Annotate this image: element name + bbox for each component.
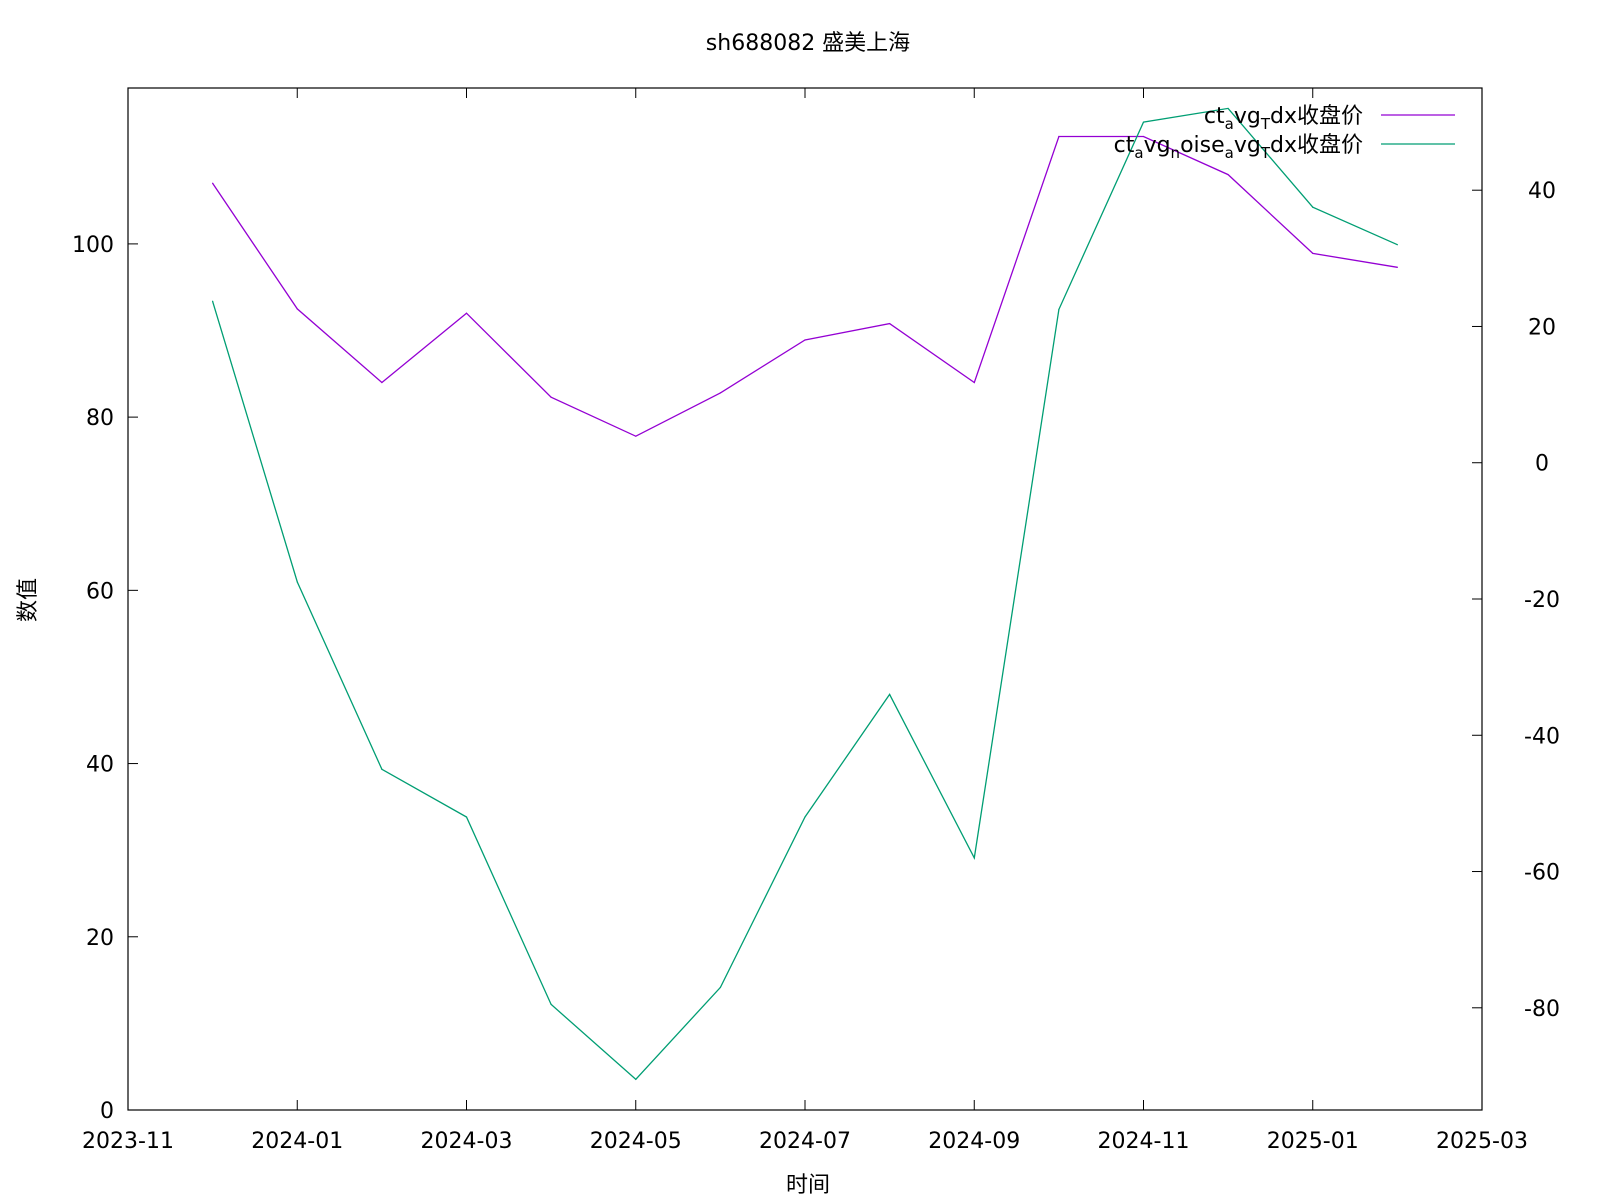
data-point: [635, 435, 637, 437]
legend-label-2: ctavgnoiseavgTdx收盘价: [1114, 133, 1363, 162]
data-point: [889, 693, 891, 695]
x-tick-label: 2024-05: [590, 1129, 682, 1154]
y-tick-label: 40: [86, 753, 114, 778]
data-point: [804, 816, 806, 818]
data-point: [1142, 135, 1145, 138]
y-tick-label: 60: [86, 579, 114, 604]
x-tick-label: 2024-09: [928, 1129, 1020, 1154]
series-line-1: [212, 135, 1398, 437]
y2-tick-label: -80: [1524, 997, 1560, 1022]
x-tick-label: 2024-01: [251, 1129, 343, 1154]
x-tick-label: 2025-03: [1436, 1129, 1528, 1154]
data-point: [1312, 206, 1314, 208]
data-point: [1396, 266, 1398, 268]
series-line-2: [211, 107, 1398, 1081]
data-point: [1142, 121, 1145, 123]
data-point: [973, 381, 975, 384]
y-tick-label: 20: [86, 926, 114, 951]
data-point: [719, 392, 721, 394]
y-axis-label: 数值: [16, 578, 41, 622]
y-tick-label: 80: [86, 406, 114, 431]
y2-tick-label: 20: [1528, 315, 1556, 340]
y2-tick-label: -40: [1524, 724, 1560, 749]
series-lines: [211, 107, 1398, 1081]
x-axis-label: 时间: [786, 1173, 830, 1198]
x-tick-label: 2024-07: [759, 1129, 851, 1154]
data-point: [296, 581, 298, 583]
data-point: [212, 182, 214, 184]
data-point: [889, 322, 891, 325]
data-point: [381, 768, 383, 770]
data-point: [296, 308, 298, 310]
data-point: [973, 857, 975, 859]
data-point: [1058, 308, 1060, 311]
data-point: [1227, 174, 1229, 176]
x-tick-label: 2024-11: [1098, 1129, 1190, 1154]
data-point: [550, 396, 552, 398]
data-point: [719, 986, 721, 988]
x-tick-label: 2023-11: [82, 1129, 174, 1154]
data-point: [381, 381, 383, 384]
legend-label-1: ctavgTdx收盘价: [1204, 104, 1363, 133]
data-point: [212, 300, 214, 302]
data-point: [1227, 107, 1229, 110]
y2-tick-label: 0: [1535, 452, 1549, 477]
data-point: [465, 816, 468, 818]
data-point: [465, 312, 468, 314]
x-tick-label: 2024-03: [421, 1129, 513, 1154]
y2-tick-label: -60: [1524, 861, 1560, 886]
data-point: [804, 339, 806, 341]
y-tick-label: 100: [72, 233, 114, 258]
y2-tick-label: -20: [1524, 588, 1560, 613]
x-tick-label: 2025-01: [1267, 1129, 1359, 1154]
plot-frame: [127, 87, 1483, 1111]
data-point: [1396, 244, 1398, 246]
y2-tick-label: 40: [1528, 179, 1556, 204]
data-point: [550, 1003, 552, 1005]
chart-title: sh688082 盛美上海: [706, 31, 910, 56]
axis-ticks: 2023-11 2024-01 2024-03 2024-05 2024-07 2024-…: [72, 88, 1560, 1154]
data-point: [1312, 252, 1314, 255]
y-tick-label: 0: [100, 1099, 114, 1124]
data-point: [1058, 135, 1060, 138]
data-point: [635, 1078, 637, 1080]
